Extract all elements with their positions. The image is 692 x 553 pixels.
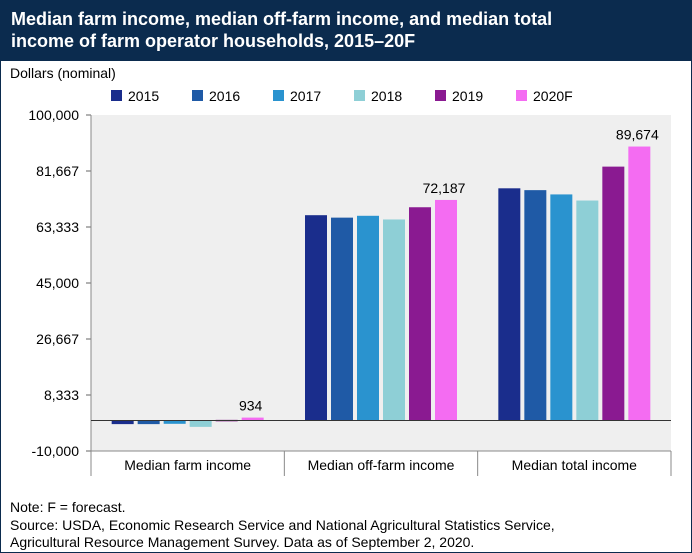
y-tick-label: 45,000 bbox=[36, 275, 79, 291]
bar-2017-2 bbox=[550, 194, 573, 421]
data-label: 89,674 bbox=[616, 127, 659, 143]
y-tick-label: 81,667 bbox=[36, 163, 79, 179]
bar-2020F-2 bbox=[628, 146, 651, 421]
bar-2020F-0 bbox=[241, 417, 264, 421]
source-line-1: Source: USDA, Economic Research Service … bbox=[10, 517, 555, 533]
bar-2017-0 bbox=[163, 420, 186, 424]
note-text: Note: F = forecast. bbox=[10, 499, 126, 515]
legend-swatch-2015 bbox=[111, 90, 122, 101]
bar-2015-2 bbox=[498, 188, 521, 421]
bar-2019-1 bbox=[409, 207, 431, 421]
x-tick-label: Median farm income bbox=[124, 457, 251, 473]
x-tick-label: Median total income bbox=[512, 457, 638, 473]
bar-2016-1 bbox=[331, 217, 353, 421]
y-tick-label: 8,333 bbox=[44, 387, 79, 403]
bar-2015-1 bbox=[305, 215, 327, 421]
bar-2016-2 bbox=[524, 190, 547, 421]
legend-label-2018: 2018 bbox=[371, 88, 402, 104]
legend-label-2017: 2017 bbox=[290, 88, 321, 104]
y-tick-label: 63,333 bbox=[36, 219, 79, 235]
legend-label-2016: 2016 bbox=[209, 88, 240, 104]
legend-swatch-2016 bbox=[192, 90, 203, 101]
legend-swatch-2020F bbox=[516, 90, 527, 101]
bar-2016-0 bbox=[137, 420, 160, 425]
data-label: 934 bbox=[239, 398, 263, 414]
legend-swatch-2019 bbox=[435, 90, 446, 101]
chart-title-line-2: income of farm operator households, 2015… bbox=[11, 31, 416, 51]
bar-2018-2 bbox=[576, 200, 599, 421]
bar-2020F-1 bbox=[435, 199, 457, 421]
x-tick-label: Median off-farm income bbox=[308, 457, 455, 473]
bar-2018-0 bbox=[189, 420, 212, 427]
chart-title-line-1: Median farm income, median off-farm inco… bbox=[11, 9, 553, 29]
y-tick-label: -10,000 bbox=[32, 443, 80, 459]
bar-2015-0 bbox=[111, 420, 134, 425]
legend-swatch-2018 bbox=[354, 90, 365, 101]
legend-label-2019: 2019 bbox=[452, 88, 483, 104]
legend-label-2020F: 2020F bbox=[533, 88, 573, 104]
bar-2017-1 bbox=[357, 215, 379, 421]
bar-2018-1 bbox=[383, 219, 405, 421]
legend-label-2015: 2015 bbox=[128, 88, 159, 104]
bar-2019-2 bbox=[602, 166, 625, 421]
title-bar: Median farm income, median off-farm inco… bbox=[1, 1, 691, 61]
source-line-2: Agricultural Resource Management Survey.… bbox=[10, 534, 475, 550]
y-tick-label: 26,667 bbox=[36, 331, 79, 347]
y-axis-title: Dollars (nominal) bbox=[10, 65, 116, 81]
legend-swatch-2017 bbox=[273, 90, 284, 101]
plot-area bbox=[91, 115, 671, 451]
y-tick-label: 100,000 bbox=[28, 107, 79, 123]
data-label: 72,187 bbox=[423, 180, 466, 196]
